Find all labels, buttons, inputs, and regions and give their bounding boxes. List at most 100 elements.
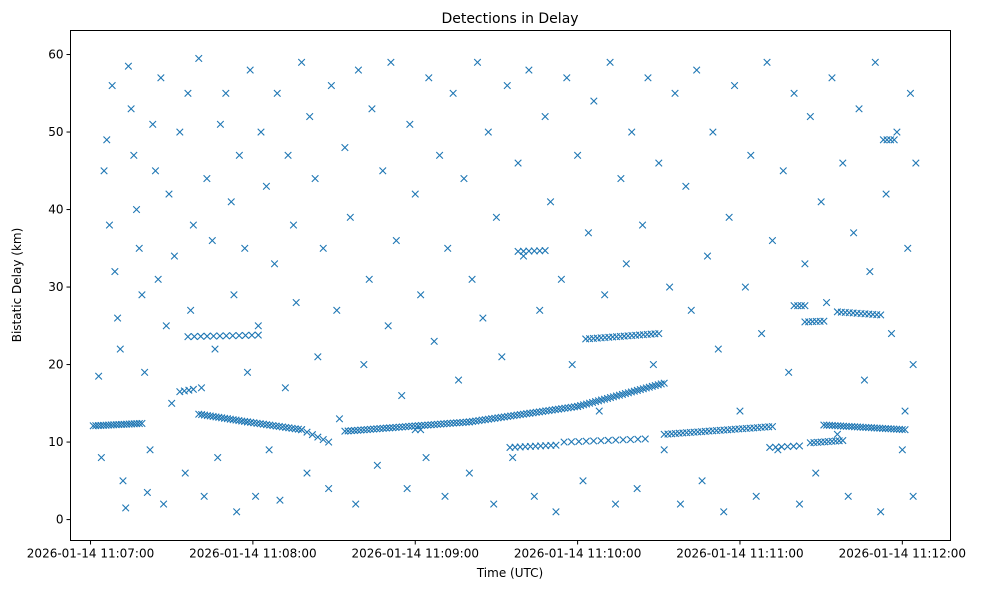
data-point-marker [357, 426, 365, 434]
data-point-marker [311, 174, 319, 183]
data-point-marker [203, 332, 211, 340]
data-point-marker [801, 301, 809, 310]
data-point-marker [200, 492, 208, 501]
data-point-marker [119, 477, 127, 485]
data-point-marker [519, 252, 528, 260]
data-point-marker [557, 275, 566, 283]
data-point-marker [741, 283, 750, 291]
data-point-marker [111, 267, 119, 276]
data-point-marker [203, 174, 211, 183]
data-point-marker [297, 425, 306, 434]
data-point-marker [820, 421, 828, 429]
data-point-marker [392, 423, 400, 432]
data-point-marker [831, 421, 839, 430]
data-point-marker [879, 136, 888, 144]
data-point-marker [638, 221, 647, 229]
data-point-marker [443, 419, 451, 428]
data-point-marker [414, 422, 422, 430]
data-point-marker [768, 422, 777, 431]
data-point-marker [881, 424, 890, 433]
data-point-marker [327, 81, 336, 90]
data-point-marker [514, 159, 522, 167]
data-point-marker [427, 421, 435, 429]
data-point-marker [159, 500, 168, 508]
data-point-marker [257, 128, 265, 136]
data-point-marker [901, 407, 909, 415]
data-point-marker [162, 322, 170, 330]
data-point-marker [398, 391, 406, 400]
data-point-marker [633, 484, 641, 493]
data-point-marker [850, 423, 859, 431]
data-point-marker [197, 332, 205, 341]
data-point-marker [363, 425, 371, 434]
x-axis: 2026-01-14 11:07:00 2026-01-14 11:08:00 20… [27, 540, 966, 561]
data-point-marker [573, 151, 582, 159]
data-point-marker [604, 436, 613, 445]
data-point-marker [124, 62, 133, 70]
data-point-marker [206, 412, 214, 420]
data-point-marker [319, 435, 327, 444]
data-point-marker [251, 492, 260, 501]
data-point-marker [595, 407, 603, 415]
data-point-marker [703, 252, 712, 260]
data-point-marker [422, 453, 430, 462]
data-point-marker [392, 236, 400, 245]
data-point-marker [127, 105, 135, 113]
data-point-marker [873, 424, 881, 432]
data-point-marker [606, 58, 614, 66]
data-point-marker [870, 424, 878, 432]
data-point-marker [862, 423, 870, 432]
data-point-marker [714, 345, 723, 353]
chart-title: Detections in Delay [441, 11, 578, 27]
data-point-marker [498, 353, 506, 361]
data-point-marker [235, 151, 244, 159]
data-point-marker [579, 477, 587, 485]
data-point-marker [563, 74, 571, 82]
data-point-marker [100, 167, 108, 175]
data-point-marker [176, 128, 184, 136]
data-point-marker [424, 421, 432, 429]
data-point-marker [864, 423, 873, 432]
data-point-marker [215, 413, 223, 422]
data-point-marker [303, 469, 311, 477]
data-point-marker [354, 66, 363, 74]
data-point-marker [641, 435, 649, 443]
data-point-marker [441, 492, 449, 501]
data-point-marker [284, 151, 292, 159]
data-point-marker [195, 410, 203, 418]
data-point-marker [265, 446, 273, 454]
y-tick-label: 40 [48, 203, 63, 217]
data-point-marker [730, 81, 739, 90]
data-point-marker [904, 244, 912, 252]
data-point-marker [203, 411, 212, 420]
data-point-marker [536, 247, 544, 255]
data-point-marker [281, 384, 290, 392]
data-point-marker [186, 306, 195, 314]
data-point-marker [353, 426, 362, 434]
data-point-marker [197, 384, 206, 392]
data-point-marker [887, 425, 895, 433]
data-point-marker [459, 418, 467, 427]
data-point-marker [530, 247, 539, 255]
data-point-marker [273, 89, 281, 97]
data-point-marker [612, 436, 620, 444]
data-point-marker [597, 436, 605, 445]
data-point-marker [403, 484, 411, 493]
data-point-marker [590, 97, 598, 105]
data-point-marker [530, 492, 539, 501]
data-point-marker [490, 500, 498, 508]
y-tick-label: 20 [48, 358, 63, 372]
data-point-marker [324, 484, 333, 493]
data-point-marker [376, 424, 384, 433]
data-point-marker [103, 136, 111, 144]
data-point-marker [430, 337, 438, 345]
data-point-marker [319, 244, 327, 252]
data-point-marker [243, 368, 252, 376]
data-point-marker [600, 291, 609, 299]
x-tick-label: 2026-01-14 11:12:00 [839, 547, 966, 561]
data-point-marker [822, 298, 831, 307]
data-point-marker [525, 66, 533, 74]
data-point-marker [333, 306, 341, 314]
data-point-marker [248, 331, 256, 339]
data-point-marker [454, 376, 463, 384]
